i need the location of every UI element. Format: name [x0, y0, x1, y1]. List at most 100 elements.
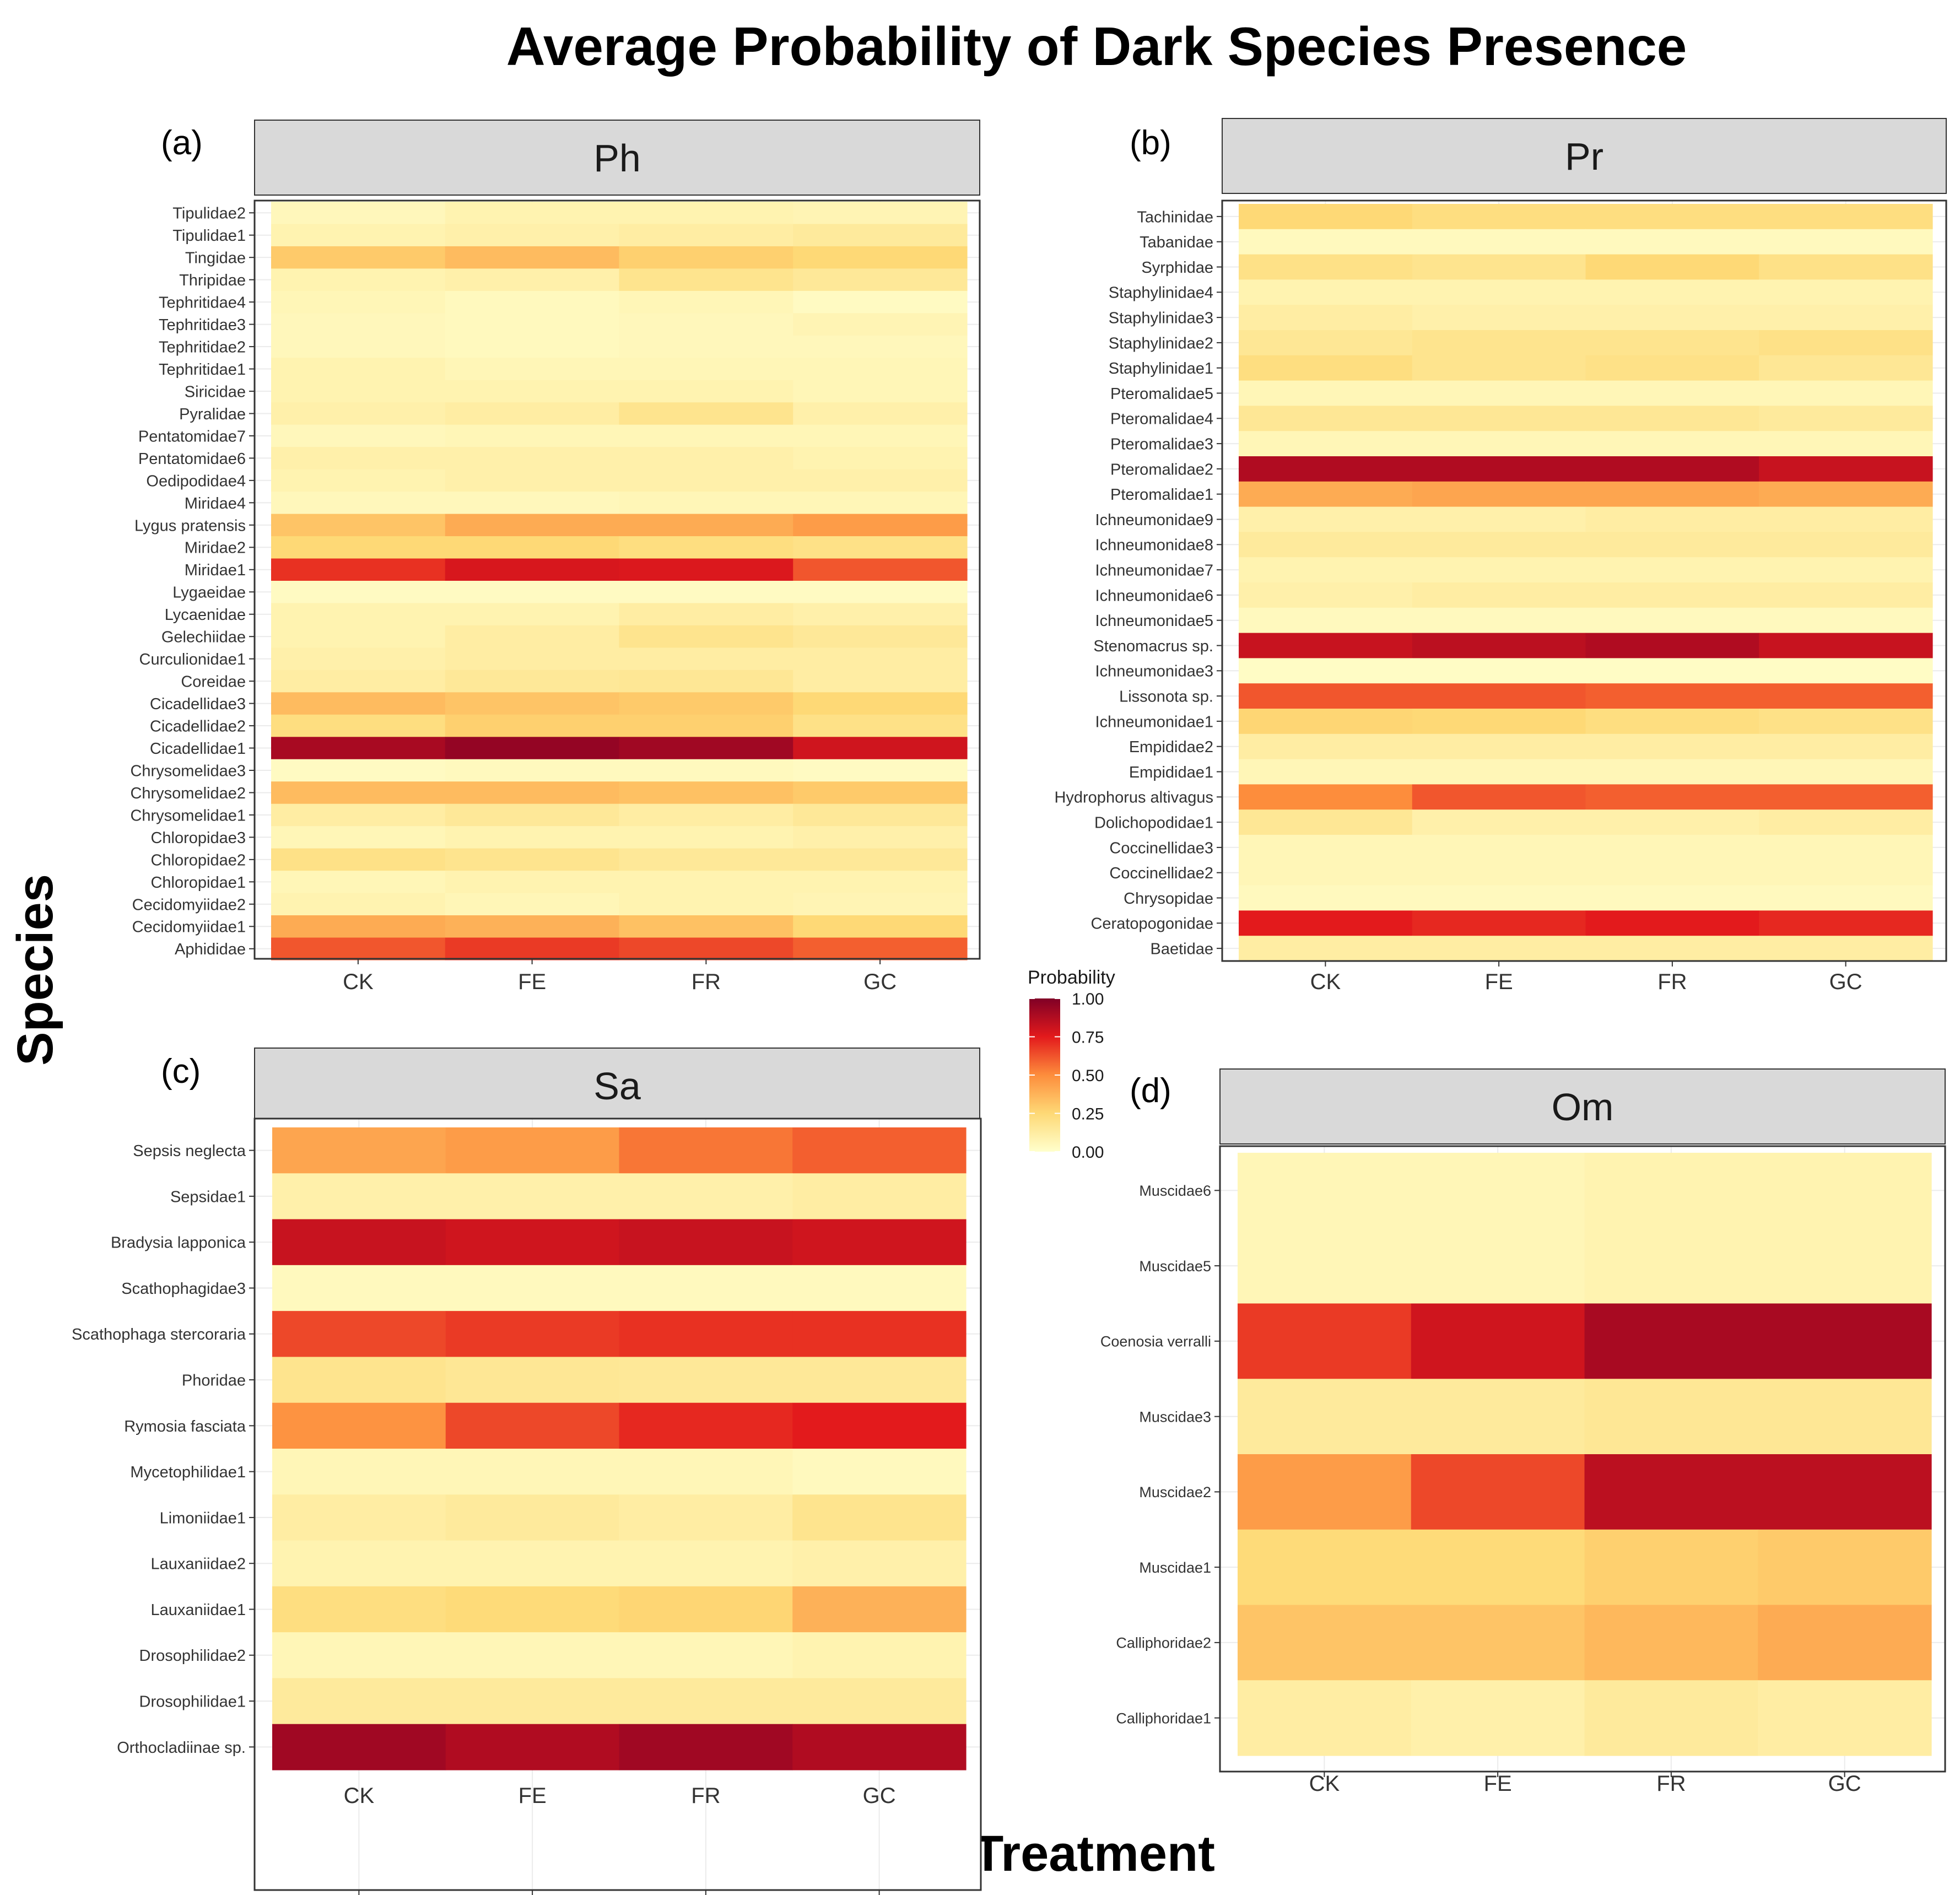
heatmap-cell [1238, 1680, 1412, 1756]
heatmap-cell [793, 492, 968, 515]
heatmap-cell [619, 692, 793, 715]
panel-label: (a) [161, 124, 203, 162]
y-tick-label: Miridae1 [185, 562, 246, 579]
heatmap-cell [1759, 380, 1933, 406]
heatmap-cell [619, 1632, 793, 1679]
heatmap-cell [445, 268, 620, 291]
heatmap-cell [1759, 633, 1933, 658]
heatmap-cell [619, 558, 793, 581]
x-tick-label: GC [863, 1784, 896, 1808]
heatmap-cell [792, 1265, 966, 1311]
heatmap-cell [1239, 633, 1413, 658]
heatmap-cell [619, 893, 793, 916]
heatmap-cell [793, 670, 968, 693]
heatmap-cell [793, 603, 968, 626]
y-tick-label: Curculionidae1 [139, 651, 246, 668]
heatmap-cell [793, 781, 968, 805]
heatmap-cell [1411, 1680, 1585, 1756]
y-tick-label: Lygaeidae [172, 584, 246, 602]
panel-strip [1219, 1068, 1946, 1144]
y-tick-label: Chrysomelidae3 [130, 762, 246, 780]
heatmap-cell [793, 447, 968, 470]
heatmap-cell [1584, 1379, 1758, 1455]
heatmap-cell [1411, 1529, 1585, 1606]
heatmap-cell [1412, 633, 1586, 658]
heatmap-cell [1412, 860, 1586, 886]
heatmap-cell [1759, 910, 1933, 936]
heatmap-cell [1412, 557, 1586, 583]
heatmap-cell [792, 1632, 966, 1679]
heatmap-cell [1239, 835, 1413, 861]
heatmap-cell [1758, 1379, 1932, 1455]
heatmap-cell [1585, 229, 1759, 255]
x-tick-label: GC [1828, 1772, 1861, 1796]
y-tick-label: Lauxaniidae2 [150, 1556, 246, 1573]
heatmap-cell [793, 402, 968, 425]
heatmap-cell [1411, 1379, 1585, 1455]
x-tick-label: FE [1484, 1772, 1512, 1796]
heatmap-cell [445, 625, 620, 649]
heatmap-cell [445, 536, 620, 559]
heatmap-cell [1585, 759, 1759, 785]
heatmap-cell [619, 402, 793, 425]
heatmap-cell [445, 447, 620, 470]
heatmap-cell [1239, 279, 1413, 305]
heatmap-cell [619, 380, 793, 403]
y-tick-label: Ichneumonidae5 [1095, 612, 1213, 630]
heatmap-cell [1412, 355, 1586, 381]
heatmap-cell [1759, 506, 1933, 532]
heatmap-cell [619, 781, 793, 805]
y-tick-label: Calliphoridae1 [1116, 1710, 1211, 1726]
x-tick-label: CK [343, 970, 374, 994]
heatmap-cell [271, 714, 446, 737]
heatmap-cell [793, 581, 968, 604]
y-tick-label: Ichneumonidae7 [1095, 562, 1213, 580]
heatmap-cell [793, 737, 968, 760]
y-tick-label: Pteromalidae1 [1110, 486, 1213, 504]
heatmap-cell [445, 514, 620, 537]
heatmap-cell [1585, 431, 1759, 457]
heatmap-cell [1238, 1228, 1412, 1304]
heatmap-cell [1411, 1303, 1585, 1379]
heatmap-cell [792, 1219, 966, 1266]
heatmap-cell [445, 670, 620, 693]
heatmap-cell [1412, 809, 1586, 835]
heatmap-cell [445, 1127, 620, 1174]
plot-border [1221, 199, 1947, 962]
heatmap-cell [1585, 582, 1759, 608]
heatmap-cell [445, 492, 620, 515]
heatmap-cell [792, 1540, 966, 1587]
heatmap-cell [1412, 506, 1586, 532]
y-tick-label: Staphylinidae2 [1109, 334, 1213, 352]
heatmap-cell [271, 380, 446, 403]
y-tick-label: Empididae2 [1129, 738, 1213, 756]
y-tick-label: Chrysomelidae1 [130, 807, 246, 824]
y-tick-label: Oedipodidae4 [146, 472, 246, 490]
y-tick-label: Aphididae [175, 941, 246, 958]
plot-border [253, 199, 981, 960]
heatmap-cell [445, 1724, 620, 1770]
heatmap-cell [271, 514, 446, 537]
heatmap-cell [1411, 1153, 1585, 1229]
heatmap-cell [272, 1632, 446, 1679]
heatmap-cell [1239, 204, 1413, 230]
heatmap-cell [619, 492, 793, 515]
y-tick-label: Pteromalidae3 [1110, 436, 1213, 453]
chart-title: Average Probability of Dark Species Pres… [506, 16, 1687, 77]
heatmap-cell [1759, 835, 1933, 861]
y-tick-label: Coenosia verralli [1100, 1333, 1211, 1350]
heatmap-cell [793, 647, 968, 671]
heatmap-cell [1238, 1379, 1412, 1455]
y-tick-label: Ceratopogonidae [1090, 915, 1213, 933]
heatmap-cell [619, 803, 793, 827]
heatmap-cell [1585, 936, 1759, 962]
heatmap-cell [1411, 1605, 1585, 1681]
heatmap-cell [1585, 607, 1759, 634]
heatmap-cell [1759, 229, 1933, 255]
y-tick-label: Muscidae5 [1139, 1258, 1211, 1275]
heatmap-cell [1759, 330, 1933, 356]
heatmap-cell [792, 1586, 966, 1633]
heatmap-cell [619, 514, 793, 537]
y-tick-label: Staphylinidae4 [1109, 284, 1213, 302]
heatmap-cell [619, 1219, 793, 1266]
